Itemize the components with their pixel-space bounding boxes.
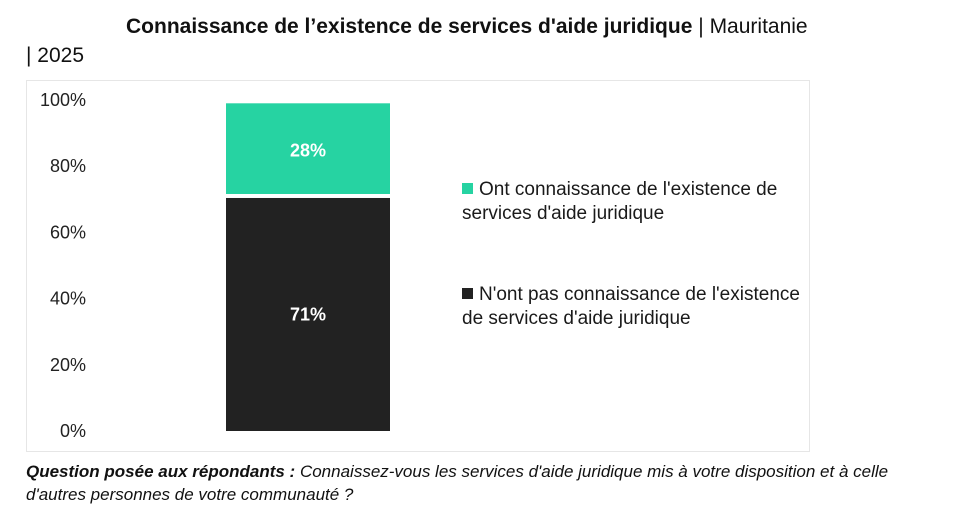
legend-item-unaware: N'ont pas connaissance de l'existence de… xyxy=(462,283,802,331)
title-separator: | xyxy=(698,15,704,38)
bar-segment-unaware xyxy=(226,197,390,431)
footnote: Question posée aux répondants : Connaiss… xyxy=(26,460,936,506)
legend-label-aware: Ont connaissance de l'existence de servi… xyxy=(462,179,778,224)
legend-swatch-aware xyxy=(462,183,473,194)
y-tick-label: 80% xyxy=(50,156,86,176)
chart-panel xyxy=(26,80,810,452)
data-label-unaware: 71% xyxy=(290,304,326,324)
y-tick-label: 20% xyxy=(50,355,86,375)
title-main: Connaissance de l’existence de services … xyxy=(126,15,693,38)
y-tick-label: 40% xyxy=(50,289,86,309)
legend-item-aware: Ont connaissance de l'existence de servi… xyxy=(462,178,802,226)
bar-segment-aware xyxy=(226,103,390,194)
title-year: | 2025 xyxy=(26,44,85,67)
y-tick-label: 100% xyxy=(40,90,86,110)
title-country: Mauritanie xyxy=(709,15,808,38)
footnote-label: Question posée aux répondants : xyxy=(26,462,296,481)
legend-label-unaware: N'ont pas connaissance de l'existence de… xyxy=(462,284,800,329)
data-label-aware: 28% xyxy=(290,141,326,161)
legend-swatch-unaware xyxy=(462,288,473,299)
y-tick-label: 0% xyxy=(60,421,86,441)
stacked-bar-chart: 0% 20% 40% 60% 80% 100% 71% 28% xyxy=(40,90,390,441)
y-tick-label: 60% xyxy=(50,222,86,242)
footnote-text: Connaissez-vous les services d'aide juri… xyxy=(26,462,889,504)
chart-title: Connaissance de l’existence de services … xyxy=(26,12,906,70)
